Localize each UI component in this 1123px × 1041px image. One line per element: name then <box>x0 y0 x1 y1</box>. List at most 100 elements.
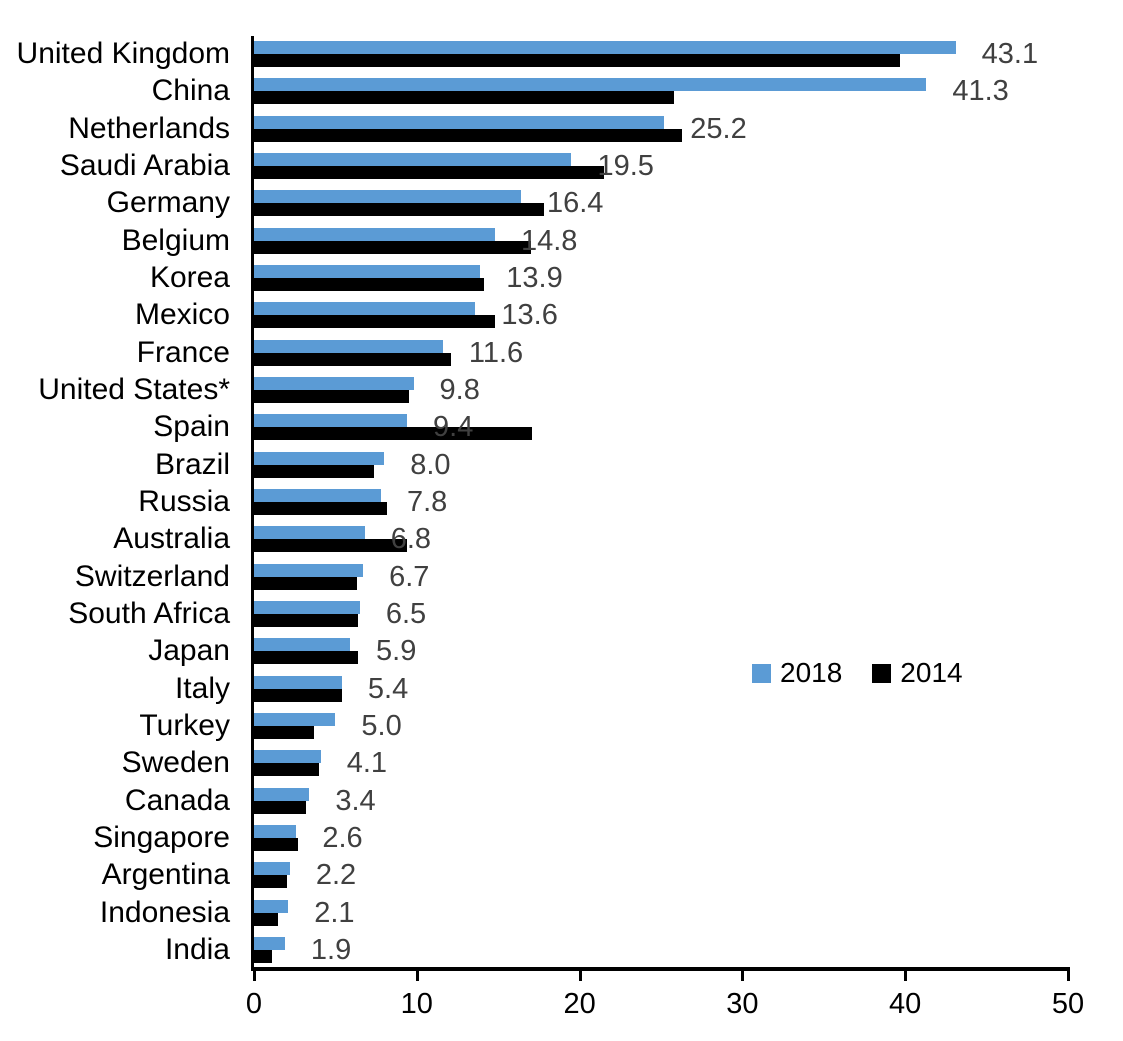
value-label: 3.4 <box>335 784 376 817</box>
bar-2014 <box>254 688 342 702</box>
x-axis-tick-label: 40 <box>889 988 922 1020</box>
bar-2018 <box>254 152 572 166</box>
value-label: 2.1 <box>314 896 355 929</box>
value-label: 2.6 <box>322 821 363 854</box>
value-label: 25.2 <box>690 112 747 145</box>
category-label: India <box>164 932 230 966</box>
bar-2018 <box>254 712 336 726</box>
value-label: 6.8 <box>390 523 432 556</box>
value-label: 7.8 <box>406 485 448 518</box>
category-label: China <box>151 74 230 108</box>
value-label: 6.7 <box>389 560 430 593</box>
category-label: South Africa <box>68 596 230 630</box>
category-label: Singapore <box>93 820 230 854</box>
category-label: Italy <box>174 671 230 705</box>
bar-2018 <box>254 115 665 129</box>
value-label: 43.1 <box>981 38 1039 70</box>
category-label: Canada <box>124 783 230 817</box>
legend-label-2018: 2018 <box>780 657 843 688</box>
x-axis-tick-label: 20 <box>563 988 596 1020</box>
bar-2018 <box>254 638 351 652</box>
bar-2018 <box>254 936 285 950</box>
bar-2014 <box>254 912 279 926</box>
value-label: 19.5 <box>597 149 654 182</box>
bar-2014 <box>254 277 484 291</box>
bar-2014 <box>254 651 359 665</box>
bar-2014 <box>254 539 408 553</box>
value-label: 16.4 <box>546 187 604 220</box>
bar-2018 <box>254 824 297 838</box>
legend-label-2014: 2014 <box>900 657 963 688</box>
bar-2014 <box>254 427 533 441</box>
x-axis-tick <box>578 970 582 981</box>
value-label: 4.1 <box>346 747 388 780</box>
bar-2014 <box>254 464 375 478</box>
bar-2018 <box>254 488 381 502</box>
bar-2014 <box>254 165 605 179</box>
category-label: Korea <box>149 260 230 294</box>
category-label: France <box>136 335 230 369</box>
value-label: 41.3 <box>952 75 1009 108</box>
category-label: Germany <box>106 186 230 220</box>
bar-2014 <box>254 91 675 105</box>
bar-2014 <box>254 576 357 590</box>
value-label: 2.2 <box>315 859 357 892</box>
value-label: 13.9 <box>506 261 563 294</box>
category-label: Sweden <box>121 746 230 780</box>
x-axis-tick <box>1067 970 1070 981</box>
x-axis-tick <box>415 970 419 981</box>
category-label: Spain <box>153 410 230 444</box>
legend: 2018 2014 <box>752 659 963 687</box>
value-label: 13.6 <box>501 299 558 332</box>
bar-2018 <box>254 414 408 428</box>
bar-2018 <box>254 675 342 689</box>
value-label: 9.8 <box>439 373 480 406</box>
legend-swatch-2018 <box>752 663 771 683</box>
value-label: 9.4 <box>433 411 474 444</box>
bar-2018 <box>254 376 414 390</box>
category-label: Turkey <box>139 708 230 742</box>
y-axis-line <box>251 36 254 971</box>
bar-2018 <box>254 190 521 204</box>
bar-2014 <box>254 725 315 739</box>
legend-swatch-2014 <box>872 663 892 683</box>
bar-2014 <box>254 54 901 67</box>
bar-2018 <box>254 339 443 353</box>
bar-2014 <box>254 315 495 329</box>
value-label: 14.8 <box>520 224 578 257</box>
bar-2014 <box>254 352 451 366</box>
category-label: Belgium <box>121 223 230 257</box>
bar-2018 <box>254 41 956 54</box>
bar-2018 <box>254 78 927 92</box>
x-axis-line <box>251 967 1070 971</box>
value-label: 6.5 <box>385 597 427 630</box>
bar-2014 <box>254 240 531 254</box>
category-label: Indonesia <box>99 895 230 929</box>
bar-2018 <box>254 899 289 913</box>
category-label: Switzerland <box>74 559 230 593</box>
value-label: 1.9 <box>310 933 352 966</box>
bar-2014 <box>254 949 272 963</box>
x-axis-tick <box>904 970 908 981</box>
x-axis-tick <box>253 970 256 981</box>
category-label: Japan <box>148 634 230 668</box>
bar-2014 <box>254 800 307 814</box>
category-label: United States* <box>38 372 230 406</box>
bar-2018 <box>254 787 310 801</box>
bar-2014 <box>254 613 359 627</box>
value-label: 5.9 <box>376 635 417 668</box>
value-label: 8.0 <box>410 448 451 481</box>
value-label: 5.0 <box>361 709 402 742</box>
bar-2018 <box>254 563 364 577</box>
bar-2018 <box>254 302 476 316</box>
bar-2018 <box>254 862 290 876</box>
category-label: Argentina <box>101 858 230 892</box>
bar-2014 <box>254 837 298 851</box>
legend-entry-2014: 2014 <box>872 657 963 688</box>
bar-2014 <box>254 501 388 515</box>
bar-2014 <box>254 763 320 777</box>
x-axis-tick-label: 50 <box>1051 988 1085 1020</box>
category-label: Brazil <box>154 447 230 481</box>
x-axis-tick-label: 30 <box>726 988 759 1020</box>
